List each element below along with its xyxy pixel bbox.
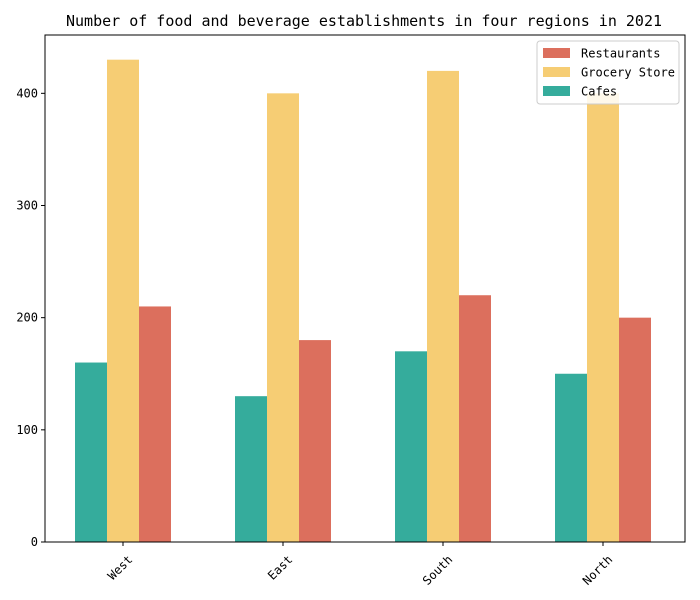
bar-restaurants-west	[139, 306, 171, 542]
y-tick-label-0: 0	[31, 535, 38, 549]
bar-grocery-store-west	[107, 59, 139, 543]
bar-restaurants-east	[299, 340, 331, 542]
bar-cafes-east	[235, 396, 267, 542]
bar-restaurants-north	[619, 317, 651, 542]
bar-cafes-north	[555, 373, 587, 542]
plot-area-frame	[44, 34, 686, 543]
y-tick-label-400: 400	[16, 86, 38, 100]
legend-swatch-grocery-store	[543, 67, 570, 77]
bar-grocery-store-east	[267, 93, 299, 542]
legend: Restaurants Grocery Store Cafes	[536, 40, 680, 105]
legend-swatch-cafes	[543, 86, 570, 96]
x-axis: West East South North	[105, 542, 615, 588]
bars-layer	[75, 59, 651, 543]
legend-label-grocery-store: Grocery Store	[581, 66, 675, 80]
legend-label-restaurants: Restaurants	[581, 47, 660, 61]
bar-grocery-store-south	[427, 70, 459, 542]
bar-restaurants-south	[459, 295, 491, 542]
y-tick-label-300: 300	[16, 198, 38, 212]
legend-label-cafes: Cafes	[581, 85, 617, 99]
bar-cafes-west	[75, 362, 107, 542]
y-tick-label-200: 200	[16, 311, 38, 325]
legend-swatch-restaurants	[543, 48, 570, 58]
x-tick-label-west: West	[105, 552, 135, 582]
chart-title: Number of food and beverage establishmen…	[66, 12, 662, 30]
x-tick-label-south: South	[420, 552, 455, 587]
legend-box	[536, 40, 680, 105]
bar-grocery-store-north	[587, 93, 619, 542]
x-tick-label-east: East	[265, 552, 295, 582]
x-tick-label-north: North	[580, 552, 615, 587]
y-axis: 0 100 200 300 400	[16, 86, 45, 549]
y-tick-label-100: 100	[16, 423, 38, 437]
bar-cafes-south	[395, 351, 427, 542]
